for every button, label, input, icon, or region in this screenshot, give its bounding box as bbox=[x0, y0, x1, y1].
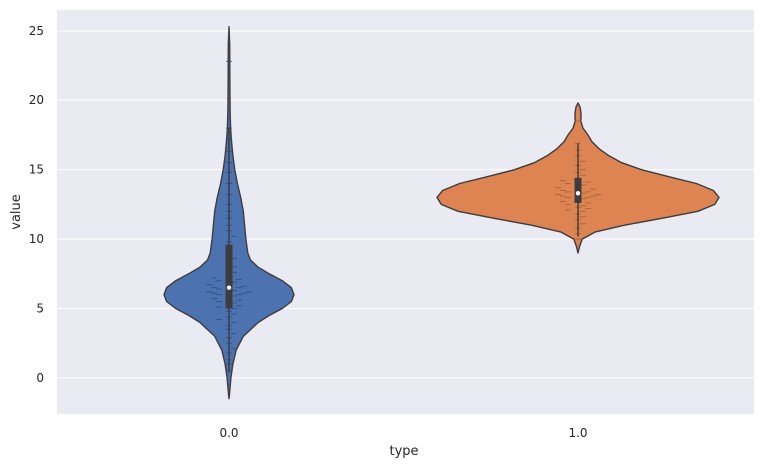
x-tick-labels: 0.0 1.0 bbox=[219, 426, 587, 440]
y-tick-label: 20 bbox=[29, 93, 44, 107]
iqr-box bbox=[574, 177, 582, 203]
x-axis-label: type bbox=[389, 444, 418, 459]
x-tick-label: 0.0 bbox=[219, 426, 238, 440]
y-tick-label: 0 bbox=[36, 371, 44, 385]
y-axis-label: value bbox=[9, 194, 24, 230]
violin-0.0 bbox=[163, 26, 295, 400]
x-tick-label: 1.0 bbox=[568, 426, 587, 440]
y-tick-label: 15 bbox=[29, 163, 44, 177]
y-tick-label: 10 bbox=[29, 232, 44, 246]
y-tick-label: 5 bbox=[36, 301, 44, 315]
median-marker bbox=[575, 191, 581, 196]
median-marker bbox=[226, 285, 232, 290]
y-tick-label: 25 bbox=[29, 24, 44, 38]
gridlines bbox=[57, 30, 754, 379]
violin-1.0 bbox=[436, 102, 720, 254]
iqr-box bbox=[225, 244, 233, 309]
violins bbox=[163, 26, 720, 400]
y-tick-labels: 0 5 10 15 20 25 bbox=[29, 24, 44, 385]
